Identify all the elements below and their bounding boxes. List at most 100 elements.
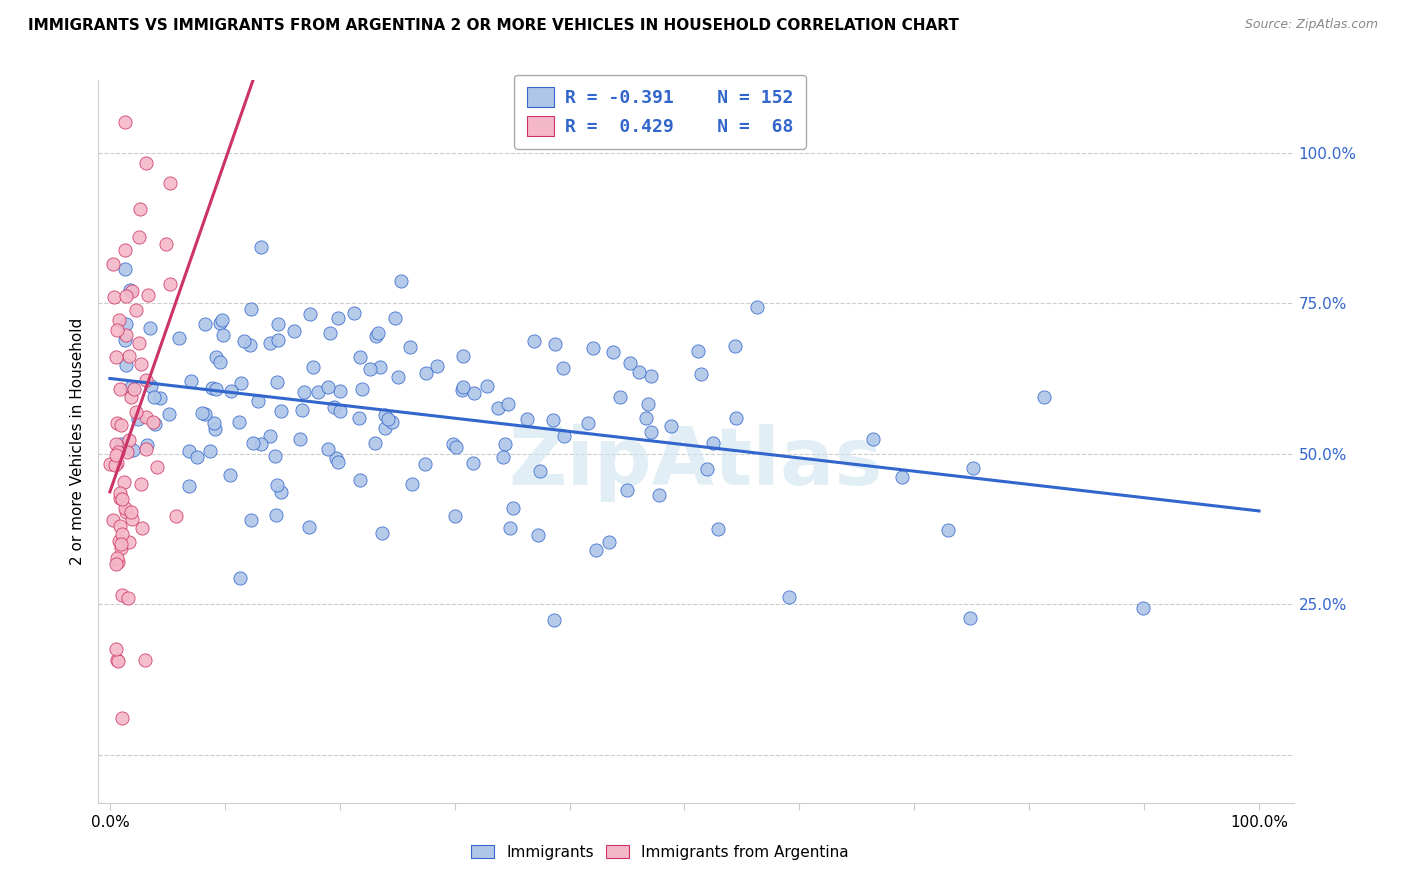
Point <box>107 654 129 668</box>
Point <box>135 409 157 424</box>
Point <box>112 475 135 489</box>
Legend: Immigrants, Immigrants from Argentina: Immigrants, Immigrants from Argentina <box>464 837 856 867</box>
Point <box>264 508 287 522</box>
Point <box>343 306 366 320</box>
Point <box>108 533 131 548</box>
Point <box>111 492 134 507</box>
Point <box>544 336 567 351</box>
Point <box>121 284 143 298</box>
Point <box>104 458 127 472</box>
Point <box>239 337 262 351</box>
Point <box>326 455 349 469</box>
Point <box>191 405 214 419</box>
Point <box>131 521 153 535</box>
Point <box>134 653 156 667</box>
Point <box>117 349 139 363</box>
Point <box>283 324 305 338</box>
Point <box>413 457 436 471</box>
Point <box>659 418 682 433</box>
Point <box>451 349 474 363</box>
Point <box>367 326 389 340</box>
Point <box>110 437 132 451</box>
Point <box>139 321 162 335</box>
Point <box>598 534 620 549</box>
Point <box>616 483 638 498</box>
Text: IMMIGRANTS VS IMMIGRANTS FROM ARGENTINA 2 OR MORE VEHICLES IN HOUSEHOLD CORRELAT: IMMIGRANTS VS IMMIGRANTS FROM ARGENTINA … <box>28 18 959 33</box>
Point <box>444 440 467 454</box>
Point <box>291 402 314 417</box>
Point <box>1033 390 1056 404</box>
Point <box>543 613 565 627</box>
Point <box>689 367 711 381</box>
Point <box>233 334 256 348</box>
Point <box>105 416 128 430</box>
Point <box>204 422 226 436</box>
Point <box>240 513 263 527</box>
Point <box>114 328 136 343</box>
Point <box>463 385 485 400</box>
Point <box>723 338 745 352</box>
Point <box>576 416 599 430</box>
Point <box>115 317 138 331</box>
Point <box>259 335 281 350</box>
Point <box>686 343 709 358</box>
Point <box>301 360 323 375</box>
Point <box>127 412 149 426</box>
Point <box>114 289 136 303</box>
Point <box>496 397 519 411</box>
Point <box>120 505 142 519</box>
Point <box>349 350 371 364</box>
Point <box>108 382 131 396</box>
Point <box>149 391 172 405</box>
Point <box>115 358 138 372</box>
Point <box>111 527 134 541</box>
Point <box>228 415 250 429</box>
Point <box>201 380 224 394</box>
Point <box>725 411 748 425</box>
Point <box>298 307 321 321</box>
Point <box>208 316 231 330</box>
Text: ZipAtlas: ZipAtlas <box>509 425 883 502</box>
Point <box>104 448 127 462</box>
Point <box>165 509 187 524</box>
Point <box>145 417 167 431</box>
Point <box>111 588 134 602</box>
Point <box>98 457 121 471</box>
Point <box>105 456 128 470</box>
Point <box>259 429 281 443</box>
Point <box>177 479 200 493</box>
Point <box>426 359 449 373</box>
Point <box>415 367 437 381</box>
Point <box>706 522 728 536</box>
Point <box>108 519 131 533</box>
Point <box>323 401 346 415</box>
Point <box>551 361 574 376</box>
Point <box>194 408 217 422</box>
Point <box>246 394 269 409</box>
Point <box>105 641 128 656</box>
Point <box>229 571 252 585</box>
Point <box>329 404 352 418</box>
Point <box>359 362 381 376</box>
Point <box>364 329 387 343</box>
Point <box>159 176 181 190</box>
Point <box>104 350 127 364</box>
Point <box>890 469 912 483</box>
Point <box>167 331 190 345</box>
Point <box>136 438 159 452</box>
Point <box>288 432 311 446</box>
Point <box>316 442 339 457</box>
Point <box>634 411 657 425</box>
Point <box>492 450 515 464</box>
Point <box>374 408 396 422</box>
Point <box>450 384 472 398</box>
Point <box>157 407 180 421</box>
Point <box>266 376 288 390</box>
Point <box>129 202 152 217</box>
Point <box>131 357 153 371</box>
Point <box>122 443 145 458</box>
Point <box>105 550 128 565</box>
Point <box>107 313 129 327</box>
Point <box>242 435 264 450</box>
Point <box>325 450 347 465</box>
